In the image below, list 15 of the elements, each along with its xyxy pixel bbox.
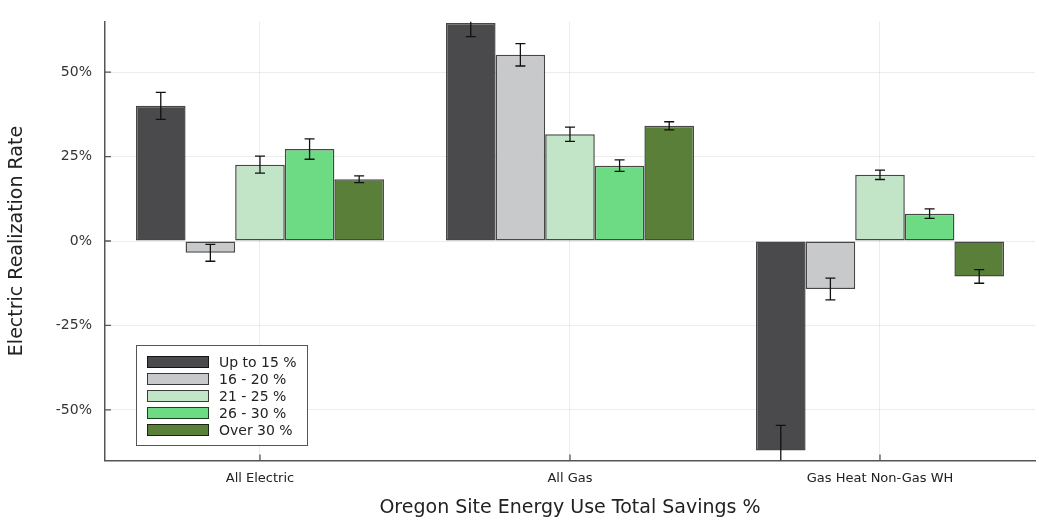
x-tick-label: All Electric: [225, 469, 295, 485]
y-tick-label: 50%: [60, 62, 92, 79]
y-tick-label: -50%: [55, 400, 92, 417]
y-tick-label: -25%: [55, 316, 92, 333]
x-axis-title: Oregon Site Energy Use Total Savings %: [379, 494, 761, 517]
legend-label: 26 - 30 %: [218, 405, 287, 422]
x-tick-label: All Gas: [547, 469, 593, 485]
y-tick-label: 0%: [69, 231, 92, 248]
legend-label: 16 - 20 %: [218, 371, 287, 388]
legend-label: Up to 15 %: [218, 354, 297, 371]
legend-label: Over 30 %: [218, 422, 293, 439]
y-axis-title: Electric Realization Rate: [4, 125, 27, 357]
x-tick-label: Gas Heat Non-Gas WH: [806, 469, 954, 485]
legend-label: 21 - 25 %: [218, 388, 287, 405]
y-tick-label: 25%: [60, 147, 92, 164]
